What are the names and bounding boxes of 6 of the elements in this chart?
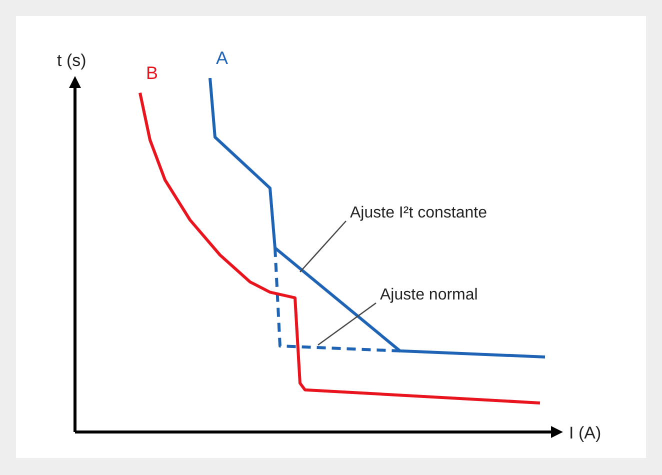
x-axis-title: I (A) [569, 424, 602, 443]
annotation: Ajuste normal [380, 286, 478, 304]
series-label: A [216, 48, 228, 68]
annotation: Ajuste I²t constante [350, 204, 488, 222]
y-axis-title: t (s) [57, 51, 86, 70]
series-label: B [146, 62, 158, 83]
